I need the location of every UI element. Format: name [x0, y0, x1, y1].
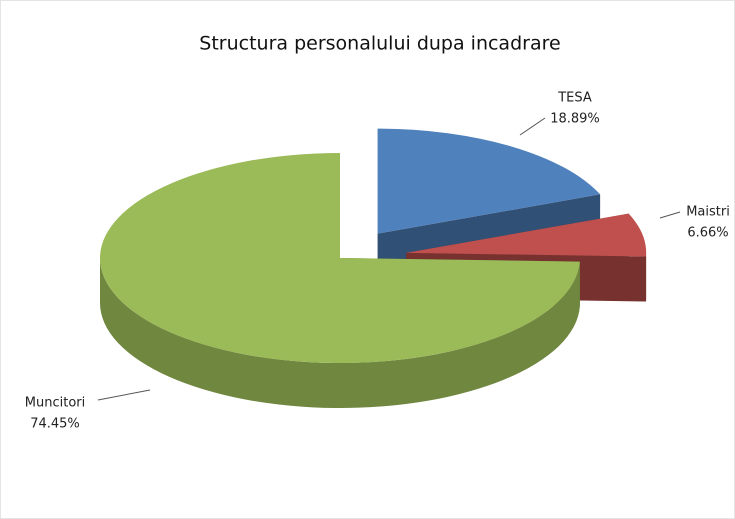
- pie-slice: [99, 153, 580, 408]
- leader-line: [659, 211, 681, 219]
- slice-label: Maistri: [686, 205, 730, 220]
- slice-value: 6.66%: [687, 226, 728, 241]
- slice-label: Muncitori: [25, 396, 85, 411]
- slice-value: 18.89%: [550, 112, 600, 127]
- chart-title: Structura personalului dupa incadrare: [199, 33, 560, 55]
- slice-value: 74.45%: [30, 417, 80, 432]
- slice-top: [99, 153, 580, 363]
- slice-side: [100, 258, 580, 408]
- leader-line: [97, 389, 151, 401]
- slice-top: [406, 213, 647, 257]
- slice-top: [377, 128, 601, 234]
- slice-label: TESA: [557, 91, 592, 106]
- leader-line: [519, 117, 546, 136]
